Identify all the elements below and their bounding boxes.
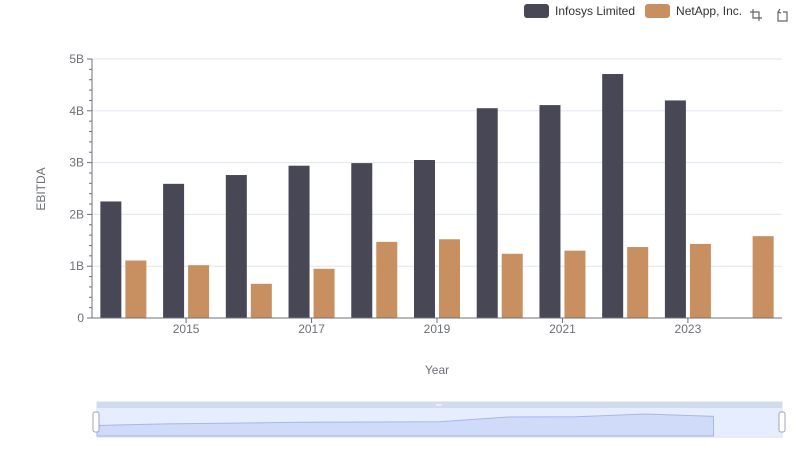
- x-tick-labels: 2015 2017 2019 2021 2023: [173, 318, 702, 336]
- bar-infosys-2016[interactable]: [225, 175, 247, 318]
- x-axis-title: Year: [425, 363, 449, 377]
- y-tick-label: 2B: [69, 207, 84, 221]
- legend-item-netapp[interactable]: NetApp, Inc.: [645, 4, 742, 18]
- x-tick-label: 2021: [549, 322, 576, 336]
- bar-infosys-2023[interactable]: [664, 100, 686, 318]
- zoom-handle-left[interactable]: [92, 411, 100, 433]
- bar-infosys-2022[interactable]: [602, 74, 624, 318]
- legend-label-netapp: NetApp, Inc.: [676, 4, 743, 18]
- y-tick-label: 3B: [69, 156, 84, 170]
- y-tick-label: 4B: [69, 104, 84, 118]
- bars: [100, 74, 774, 319]
- bar-infosys-2021[interactable]: [539, 105, 561, 319]
- legend-label-infosys: Infosys Limited: [555, 4, 636, 18]
- legend: Infosys Limited NetApp, Inc.: [524, 4, 752, 18]
- bar-infosys-2014[interactable]: [100, 201, 122, 318]
- x-tick-label: 2023: [675, 322, 702, 336]
- legend-swatch-infosys: [524, 4, 549, 18]
- bar-netapp-2021[interactable]: [564, 250, 586, 318]
- toolbox: [748, 7, 800, 23]
- bar-netapp-2014[interactable]: [125, 260, 147, 318]
- bar-netapp-2017[interactable]: [313, 268, 335, 318]
- y-tick-labels: 0 1B 2B 3B 4B 5B: [69, 52, 84, 325]
- bar-infosys-2015[interactable]: [163, 183, 185, 318]
- bar-infosys-2020[interactable]: [476, 108, 498, 319]
- zoom-reset-icon[interactable]: [774, 7, 790, 23]
- zoom-select-icon[interactable]: [748, 7, 764, 23]
- y-tick-label: 5B: [69, 52, 84, 66]
- y-axis-title: EBITDA: [34, 167, 48, 210]
- x-tick-label: 2017: [298, 322, 325, 336]
- bar-netapp-2022[interactable]: [627, 247, 649, 318]
- bar-netapp-2019[interactable]: [439, 239, 460, 318]
- bar-netapp-2016[interactable]: [250, 283, 272, 318]
- data-zoom-slider[interactable]: [92, 401, 786, 438]
- x-tick-label: 2019: [424, 322, 451, 336]
- bar-netapp-2024[interactable]: [752, 236, 774, 318]
- zoom-handle-right[interactable]: [778, 411, 786, 433]
- bar-infosys-2017[interactable]: [288, 165, 310, 318]
- bar-infosys-2018[interactable]: [351, 163, 373, 318]
- y-tick-label: 0: [77, 311, 84, 325]
- legend-item-infosys[interactable]: Infosys Limited: [524, 4, 635, 18]
- zoom-preview-area: [96, 413, 714, 437]
- bar-infosys-2019[interactable]: [414, 160, 435, 318]
- bar-netapp-2015[interactable]: [188, 265, 210, 318]
- bar-netapp-2023[interactable]: [689, 243, 711, 318]
- bar-netapp-2018[interactable]: [376, 241, 398, 318]
- y-tick-label: 1B: [69, 259, 84, 273]
- x-tick-label: 2015: [173, 322, 200, 336]
- bar-netapp-2020[interactable]: [501, 253, 523, 318]
- legend-swatch-netapp: [645, 4, 671, 18]
